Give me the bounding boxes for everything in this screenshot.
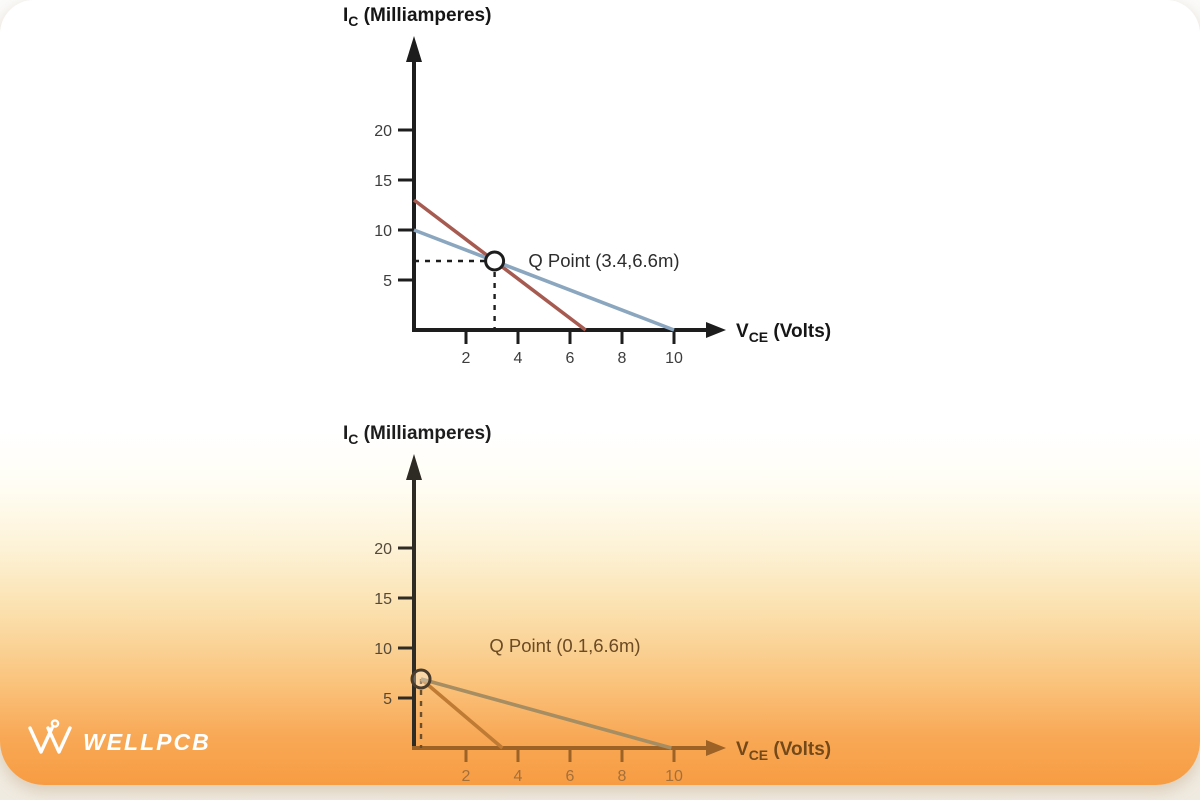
q-point-label: Q Point (0.1,6.6m) <box>489 635 640 656</box>
wellpcb-logo: WELLPCB <box>26 716 211 762</box>
y-axis-title: IC (Milliamperes) <box>343 5 491 29</box>
y-tick-label: 10 <box>374 223 392 240</box>
y-tick-label: 20 <box>374 541 392 558</box>
x-axis-arrow-icon <box>706 740 726 756</box>
x-tick-label: 6 <box>566 768 575 785</box>
load-line-chart-top: 5 10 15 20 2 4 6 8 10 Q Point (3.4,6.6m) IC (Milli… <box>343 5 831 367</box>
series-steep-load-line <box>419 677 504 750</box>
wellpcb-w-icon <box>28 719 72 754</box>
y-axis-arrow-icon <box>406 454 422 480</box>
x-tick-label: 2 <box>462 350 471 367</box>
x-tick-label: 2 <box>462 768 471 785</box>
x-tick-label: 8 <box>618 768 627 785</box>
y-axis-title: IC (Milliamperes) <box>343 423 491 447</box>
wellpcb-logo-text: WELLPCB <box>83 728 211 755</box>
x-axis-title: VCE (Volts) <box>736 739 831 763</box>
y-tick-label: 15 <box>374 591 392 608</box>
series-ac-load-line <box>413 228 675 332</box>
x-tick-label: 6 <box>566 350 575 367</box>
x-tick-label: 4 <box>514 350 523 367</box>
x-tick-label: 10 <box>665 350 683 367</box>
y-tick-label: 10 <box>374 641 392 658</box>
x-tick-label: 8 <box>618 350 627 367</box>
series-shallow-load-line <box>420 677 672 750</box>
load-line-chart-bottom: 5 10 15 20 2 4 6 8 10 Q Point (0.1,6.6m) IC (Milli… <box>343 423 831 785</box>
y-tick-label: 20 <box>374 123 392 140</box>
y-tick-label: 5 <box>383 691 392 708</box>
q-point-marker <box>410 668 432 690</box>
x-axis-title: VCE (Volts) <box>736 321 831 345</box>
y-tick-label: 15 <box>374 173 392 190</box>
y-tick-label: 5 <box>383 273 392 290</box>
q-point-marker <box>484 250 506 272</box>
x-tick-label: 10 <box>665 768 683 785</box>
y-axis-arrow-icon <box>406 36 422 62</box>
x-tick-label: 4 <box>514 768 523 785</box>
x-axis-arrow-icon <box>706 322 726 338</box>
q-point-label: Q Point (3.4,6.6m) <box>528 250 679 271</box>
